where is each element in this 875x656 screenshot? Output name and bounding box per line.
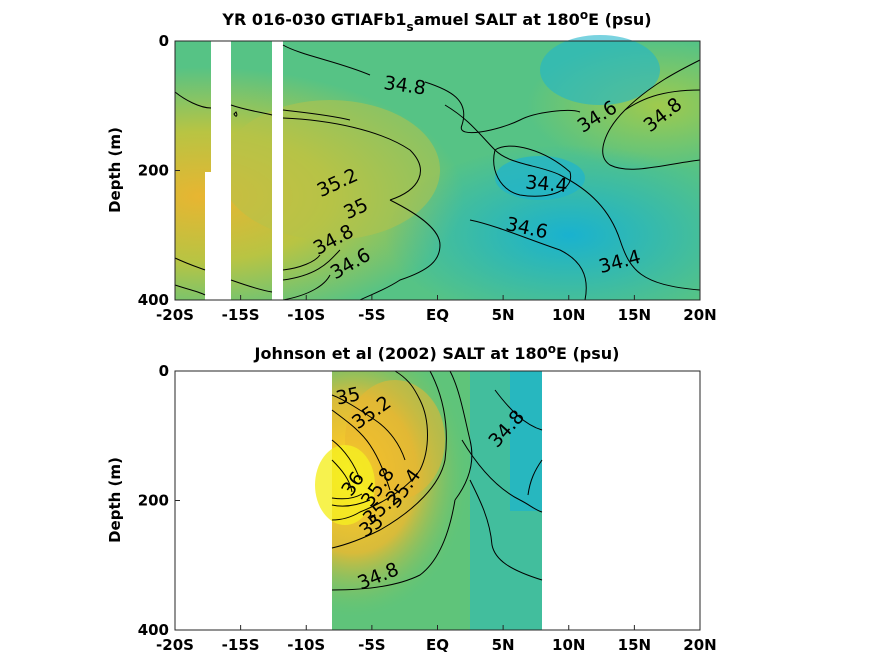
heatmap-field-top (175, 35, 700, 300)
x-ticks-bottom: -20S -15S -10S -5S EQ 5N 10N 15N 20N (156, 625, 717, 654)
heatmap-field-bottom (315, 371, 542, 630)
x-tick-label: -10S (287, 636, 325, 654)
y-tick-label: 0 (159, 362, 169, 380)
panel-model-salinity: YR 016-030 GTIAFb1samuel SALT at 180oE (… (106, 8, 717, 324)
x-tick-label: 15N (618, 636, 651, 654)
y-tick-label: 400 (138, 621, 169, 639)
x-tick-label: 20N (683, 636, 716, 654)
chart-title-top: YR 016-030 GTIAFb1samuel SALT at 180oE (… (221, 8, 651, 34)
y-tick-label: 200 (138, 492, 169, 510)
x-tick-label: -15S (222, 636, 260, 654)
missing-data-gap (211, 41, 225, 300)
contour-lines-bottom (331, 370, 543, 591)
chart-title-bottom: Johnson et al (2002) SALT at 180oE (psu) (254, 342, 620, 363)
x-tick-label: -5S (358, 636, 385, 654)
contour-label: 34.4 (524, 171, 568, 197)
y-axis-label-bottom: Depth (m) (106, 457, 124, 543)
y-axis-label-top: Depth (m) (106, 127, 124, 213)
x-tick-label: EQ (426, 636, 449, 654)
x-tick-label: -5S (358, 306, 385, 324)
y-tick-label: 200 (138, 162, 169, 180)
y-ticks-bottom: 0 200 400 (138, 362, 180, 639)
panel-observed-salinity: Johnson et al (2002) SALT at 180oE (psu) (106, 342, 717, 654)
x-tick-label: EQ (426, 306, 449, 324)
y-tick-label: 400 (138, 291, 169, 309)
x-tick-label: 10N (552, 636, 585, 654)
missing-data-gap (225, 41, 231, 300)
x-tick-label: -10S (287, 306, 325, 324)
y-tick-label: 0 (159, 32, 169, 50)
contour-lines-top (174, 44, 701, 301)
contour-label: 35 (334, 383, 362, 410)
x-tick-label: -15S (222, 306, 260, 324)
y-ticks-top: 0 200 400 (138, 32, 180, 309)
missing-data-gap (205, 172, 213, 300)
x-ticks-top: -20S -15S -10S -5S EQ 5N 10N 15N 20N (156, 295, 717, 324)
x-tick-label: 10N (552, 306, 585, 324)
x-tick-label: -20S (156, 636, 194, 654)
x-tick-label: -20S (156, 306, 194, 324)
x-tick-label: 5N (492, 636, 515, 654)
x-tick-label: 15N (618, 306, 651, 324)
x-tick-label: 20N (683, 306, 716, 324)
missing-data-gap (272, 41, 283, 300)
x-tick-label: 5N (492, 306, 515, 324)
